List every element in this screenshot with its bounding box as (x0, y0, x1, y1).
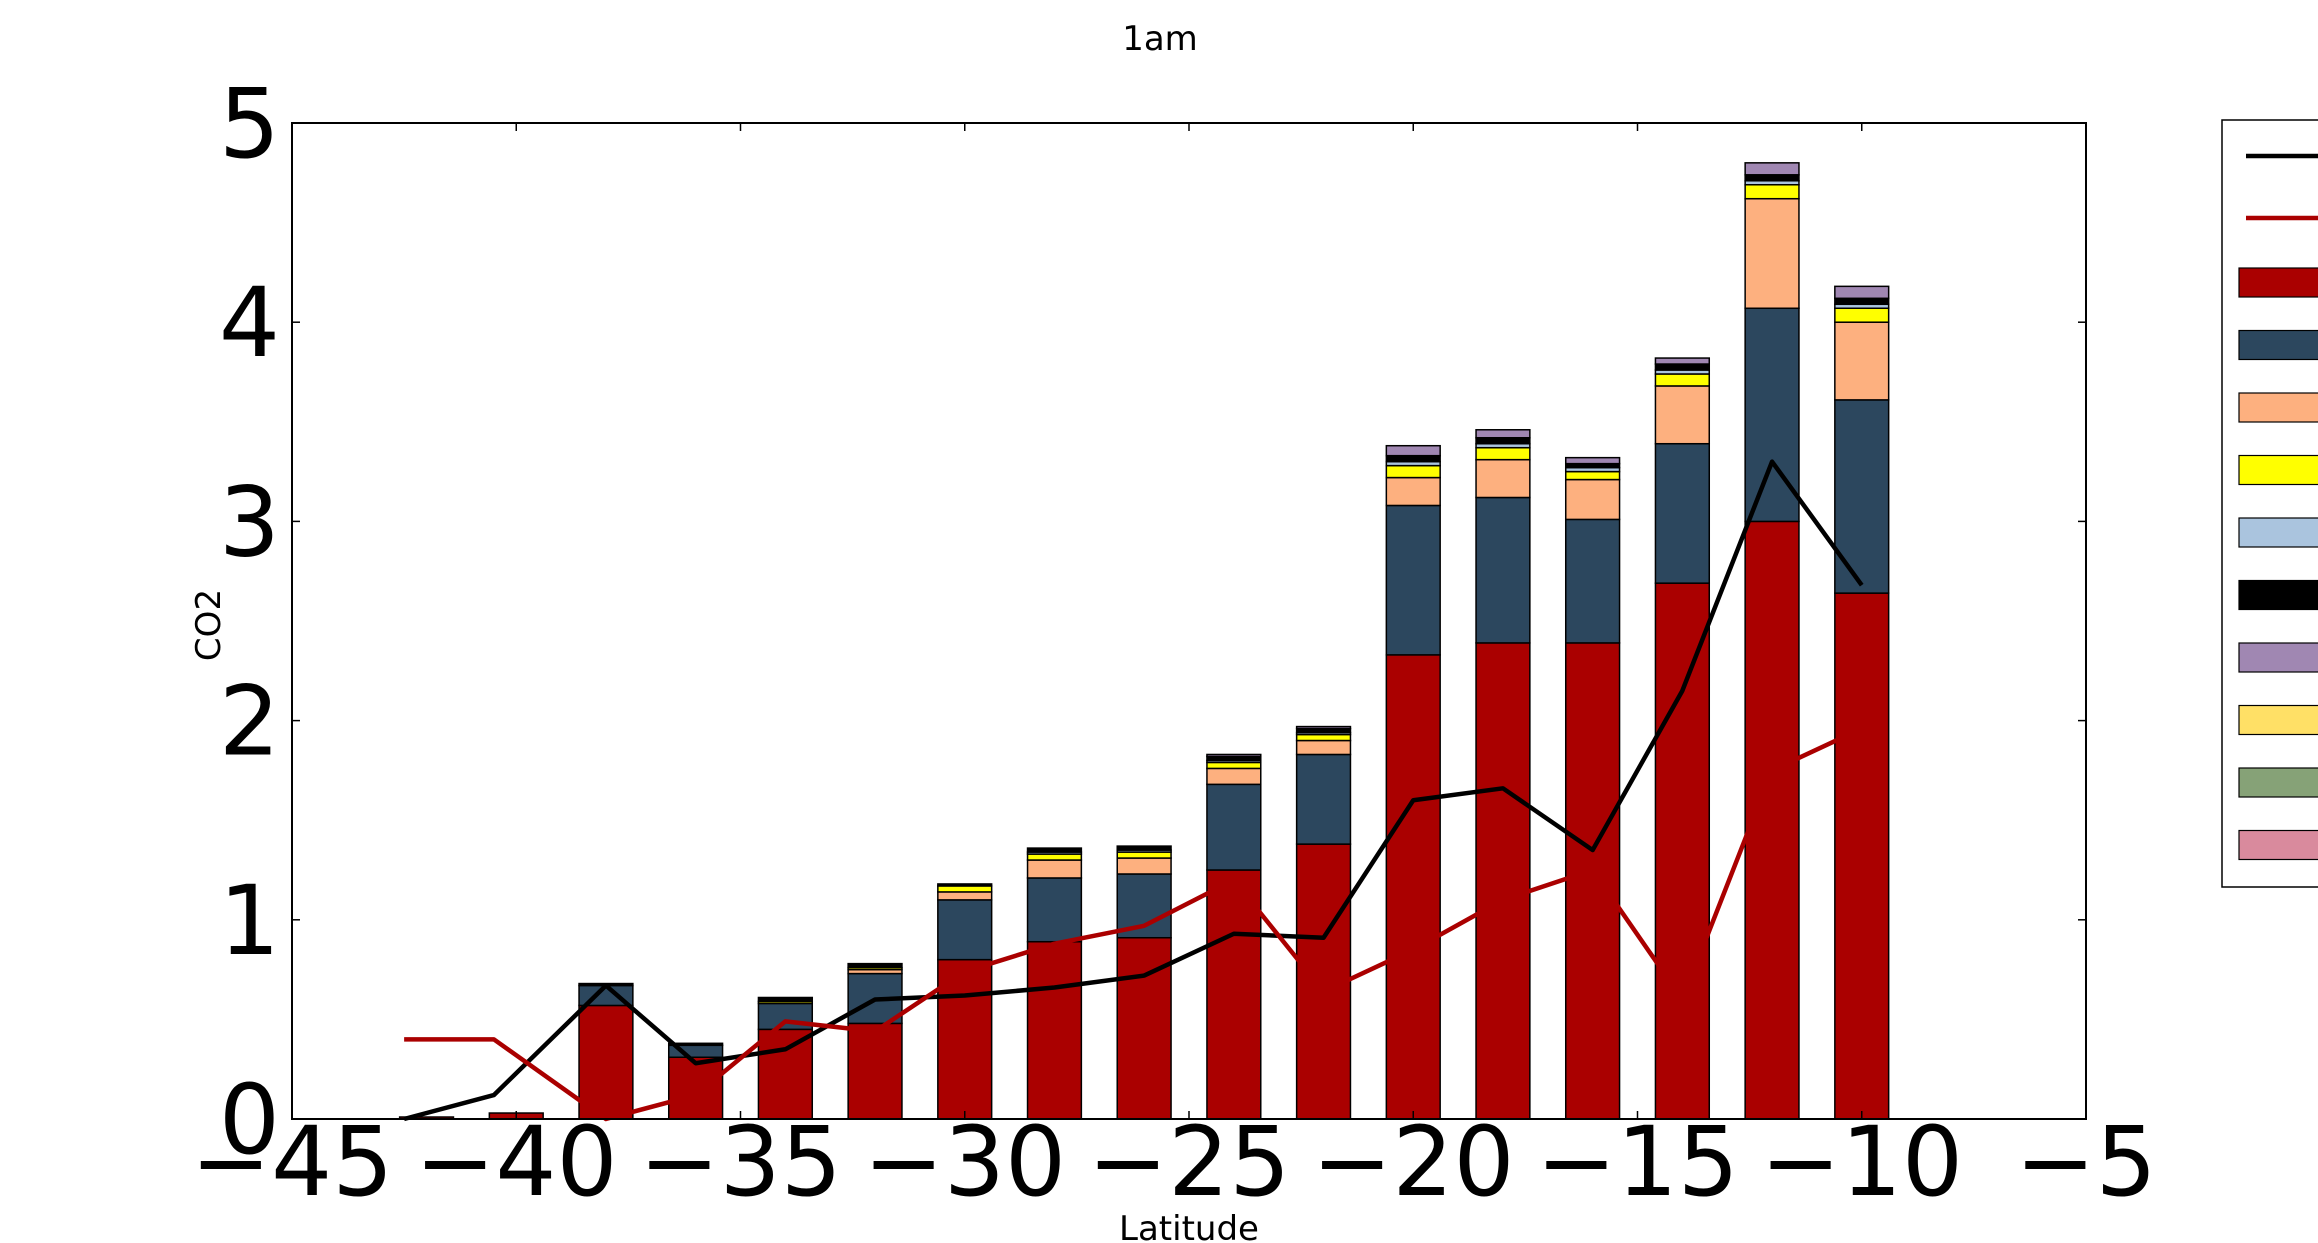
lines-layer (403, 459, 1864, 1122)
bar-segment (937, 885, 993, 893)
bar-segment (1564, 470, 1621, 481)
bar-segment (1295, 739, 1352, 756)
bar-segment (1834, 399, 1890, 594)
bar-segment (1834, 285, 1890, 300)
legend-swatch (2238, 392, 2318, 423)
x-tick-label: −35 (639, 1106, 842, 1218)
plot-area-frame (291, 122, 2087, 1120)
x-tick-label: −40 (415, 1106, 618, 1218)
x-tick-label: −20 (1312, 1106, 1515, 1218)
bar-segment (1026, 877, 1083, 943)
legend-swatch (2238, 579, 2318, 611)
bar-segment (937, 899, 993, 961)
bar-segment (1654, 385, 1711, 445)
bar-segment (1206, 869, 1262, 1120)
bar-segment (1475, 436, 1531, 445)
x-tick-label: −45 (191, 1106, 394, 1218)
bar-segment (1295, 725, 1352, 730)
bar-segment (1026, 847, 1083, 853)
bar-segment (1385, 476, 1441, 507)
y-tick-label: 2 (219, 666, 280, 778)
bar-segment (937, 891, 993, 901)
bar-segment (1385, 504, 1441, 656)
bar-segment (757, 996, 814, 1003)
x-tick-label: −15 (1536, 1106, 1739, 1218)
bar-segment (1654, 582, 1711, 1120)
bar-segment (1654, 373, 1711, 387)
y-axis-label: CO2 (189, 589, 229, 661)
bar-segment (1564, 478, 1621, 521)
y-tick-label: 3 (219, 466, 280, 578)
bar-segment (1295, 753, 1352, 845)
bar-segment (1654, 442, 1711, 584)
x-tick-label: −25 (1088, 1106, 1291, 1218)
chart-title: 1am (1122, 19, 1198, 59)
bar-segment (1116, 845, 1172, 851)
bar-segment (1116, 851, 1172, 859)
bar-segment (667, 1042, 724, 1047)
bar-segment (1385, 454, 1441, 463)
y-tick-label: 4 (219, 267, 280, 379)
bar-segment (1026, 853, 1083, 861)
bar-segment (1834, 297, 1890, 306)
bar-segment (847, 1022, 903, 1120)
x-tick-label: −30 (863, 1106, 1066, 1218)
bar-segment (1116, 857, 1172, 875)
bar-segment (1744, 162, 1800, 176)
bar-segment (1834, 592, 1890, 1120)
bar-segment (1385, 464, 1441, 479)
x-axis-label: Latitude (1119, 1209, 1259, 1243)
bar-segment (1475, 496, 1531, 644)
y-axis: 0 1 2 3 4 5 (219, 68, 2086, 1176)
bar-segment (1834, 307, 1890, 323)
bar-segment (1564, 642, 1621, 1120)
series-line (403, 459, 1864, 1122)
bar-segment (1475, 642, 1531, 1120)
bar-segment (1385, 444, 1441, 457)
bar-segment (1475, 429, 1531, 439)
bar-segment (1564, 456, 1621, 465)
legend-swatch (2238, 517, 2318, 548)
bar-segment (1206, 753, 1262, 758)
bar-segment (1385, 654, 1441, 1120)
legend-swatch (2238, 642, 2318, 673)
bar-segment (1206, 783, 1262, 871)
series-line (404, 726, 1863, 1122)
bar-segment (1206, 767, 1262, 786)
bar-segment (1026, 940, 1083, 1120)
bar-segment (1744, 174, 1800, 182)
bar-segment (1475, 458, 1531, 499)
bar-segment (1564, 518, 1621, 644)
legend-swatch (2238, 767, 2318, 798)
bar-segment (1834, 321, 1890, 401)
bar-segment (757, 1028, 814, 1120)
bar-segment (1475, 446, 1531, 461)
bar-segment (937, 883, 993, 887)
y-tick-label: 1 (219, 865, 280, 977)
legend-swatch (2238, 454, 2318, 486)
bar-segment (578, 1004, 634, 1120)
y-tick-label: 0 (219, 1064, 280, 1176)
x-axis: −45 −40 −35 −30 −25 −20 −15 −10 −5 (191, 123, 2157, 1218)
bar-segment (847, 962, 903, 969)
bar-segment (1744, 197, 1800, 310)
legend-swatch (2238, 704, 2318, 736)
legend (2221, 119, 2318, 888)
bar-segment (1654, 357, 1711, 365)
x-tick-label: −10 (1760, 1106, 1963, 1218)
x-tick-label: −5 (2015, 1106, 2157, 1218)
y-tick-label: 5 (219, 68, 280, 180)
bars-layer (398, 162, 1890, 1120)
bar-segment (1744, 184, 1800, 200)
bar-segment (1206, 761, 1262, 770)
legend-frame (2221, 119, 2318, 888)
legend-swatch (2238, 329, 2318, 361)
legend-swatch (2238, 829, 2318, 861)
bar-segment (1026, 859, 1083, 879)
bar-segment (1654, 363, 1711, 371)
bar-segment (1295, 733, 1352, 742)
legend-swatch (2238, 267, 2318, 298)
